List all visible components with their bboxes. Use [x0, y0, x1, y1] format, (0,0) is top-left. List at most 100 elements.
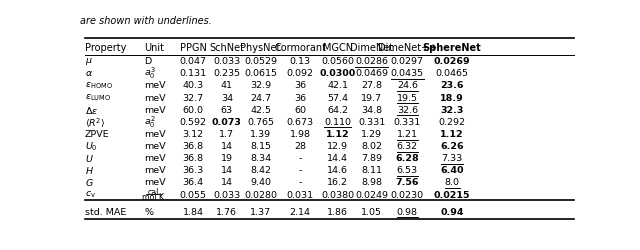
- Text: 0.033: 0.033: [213, 57, 241, 66]
- Text: $a_0^3$: $a_0^3$: [145, 66, 156, 81]
- Text: 0.131: 0.131: [180, 69, 207, 78]
- Text: 1.39: 1.39: [250, 130, 271, 138]
- Text: Property: Property: [85, 42, 126, 52]
- Text: 0.292: 0.292: [438, 117, 465, 126]
- Text: 32.6: 32.6: [397, 105, 418, 114]
- Text: Cormorant: Cormorant: [274, 42, 326, 52]
- Text: 19.5: 19.5: [397, 93, 418, 102]
- Text: 8.11: 8.11: [361, 166, 382, 175]
- Text: 42.5: 42.5: [250, 105, 271, 114]
- Text: 0.0465: 0.0465: [435, 69, 468, 78]
- Text: 32.3: 32.3: [440, 105, 464, 114]
- Text: 0.331: 0.331: [394, 117, 421, 126]
- Text: 60: 60: [294, 105, 306, 114]
- Text: 19: 19: [221, 154, 233, 162]
- Text: SphereNet: SphereNet: [422, 42, 481, 52]
- Text: 57.4: 57.4: [328, 93, 348, 102]
- Text: 0.055: 0.055: [180, 190, 207, 199]
- Text: -: -: [298, 178, 302, 187]
- Text: 64.2: 64.2: [328, 105, 348, 114]
- Text: 36.4: 36.4: [182, 178, 204, 187]
- Text: meV: meV: [145, 154, 166, 162]
- Text: 1.37: 1.37: [250, 207, 271, 216]
- Text: mol K: mol K: [143, 192, 164, 201]
- Text: meV: meV: [145, 142, 166, 150]
- Text: 0.0215: 0.0215: [434, 190, 470, 199]
- Text: 6.32: 6.32: [397, 142, 418, 150]
- Text: 34: 34: [221, 93, 233, 102]
- Text: 1.76: 1.76: [216, 207, 237, 216]
- Text: 1.86: 1.86: [328, 207, 348, 216]
- Text: 0.0269: 0.0269: [434, 57, 470, 66]
- Text: 36.3: 36.3: [182, 166, 204, 175]
- Text: 1.98: 1.98: [290, 130, 311, 138]
- Text: 0.0297: 0.0297: [391, 57, 424, 66]
- Text: 32.7: 32.7: [182, 93, 204, 102]
- Text: $U$: $U$: [85, 152, 93, 164]
- Text: 0.673: 0.673: [287, 117, 314, 126]
- Text: 0.0249: 0.0249: [355, 190, 388, 199]
- Text: 0.0280: 0.0280: [244, 190, 277, 199]
- Text: 0.092: 0.092: [287, 69, 314, 78]
- Text: 42.1: 42.1: [328, 81, 348, 90]
- Text: 0.765: 0.765: [247, 117, 274, 126]
- Text: 1.7: 1.7: [220, 130, 234, 138]
- Text: 8.98: 8.98: [361, 178, 382, 187]
- Text: cal: cal: [148, 188, 159, 196]
- Text: $\mu$: $\mu$: [85, 56, 93, 67]
- Text: 36.8: 36.8: [182, 154, 204, 162]
- Text: 24.6: 24.6: [397, 81, 418, 90]
- Text: SchNet: SchNet: [209, 42, 244, 52]
- Text: 6.28: 6.28: [396, 154, 419, 162]
- Text: 1.12: 1.12: [440, 130, 464, 138]
- Text: 6.40: 6.40: [440, 166, 464, 175]
- Text: 0.0435: 0.0435: [391, 69, 424, 78]
- Text: 41: 41: [221, 81, 233, 90]
- Text: $\langle R^2\rangle$: $\langle R^2\rangle$: [85, 116, 106, 128]
- Text: 14.6: 14.6: [328, 166, 348, 175]
- Text: 0.98: 0.98: [397, 207, 418, 216]
- Text: 8.15: 8.15: [250, 142, 271, 150]
- Text: $\Delta\epsilon$: $\Delta\epsilon$: [85, 104, 99, 115]
- Text: $U_0$: $U_0$: [85, 140, 98, 152]
- Text: 0.073: 0.073: [212, 117, 242, 126]
- Text: -: -: [298, 166, 302, 175]
- Text: DimeNet: DimeNet: [350, 42, 393, 52]
- Text: 8.34: 8.34: [250, 154, 271, 162]
- Text: 60.0: 60.0: [182, 105, 204, 114]
- Text: 0.592: 0.592: [180, 117, 207, 126]
- Text: 28: 28: [294, 142, 306, 150]
- Text: 14.4: 14.4: [328, 154, 348, 162]
- Text: meV: meV: [145, 81, 166, 90]
- Text: 7.56: 7.56: [396, 178, 419, 187]
- Text: meV: meV: [145, 166, 166, 175]
- Text: 27.8: 27.8: [361, 81, 382, 90]
- Text: meV: meV: [145, 130, 166, 138]
- Text: $\alpha$: $\alpha$: [85, 69, 93, 78]
- Text: 0.331: 0.331: [358, 117, 385, 126]
- Text: 0.94: 0.94: [440, 207, 464, 216]
- Text: 0.110: 0.110: [324, 117, 351, 126]
- Text: 63: 63: [221, 105, 233, 114]
- Text: -: -: [298, 154, 302, 162]
- Text: 0.13: 0.13: [290, 57, 311, 66]
- Text: DimeNet++: DimeNet++: [378, 42, 437, 52]
- Text: 2.14: 2.14: [290, 207, 311, 216]
- Text: 14: 14: [221, 178, 233, 187]
- Text: 6.26: 6.26: [440, 142, 464, 150]
- Text: meV: meV: [145, 93, 166, 102]
- Text: 7.89: 7.89: [361, 154, 382, 162]
- Text: 8.0: 8.0: [445, 178, 460, 187]
- Text: $H$: $H$: [85, 165, 94, 176]
- Text: 0.047: 0.047: [180, 57, 207, 66]
- Text: D: D: [145, 57, 152, 66]
- Text: 6.53: 6.53: [397, 166, 418, 175]
- Text: $\epsilon_{\rm LUMO}$: $\epsilon_{\rm LUMO}$: [85, 92, 111, 103]
- Text: 7.33: 7.33: [442, 154, 463, 162]
- Text: 1.05: 1.05: [361, 207, 382, 216]
- Text: 12.9: 12.9: [328, 142, 348, 150]
- Text: 0.0286: 0.0286: [355, 57, 388, 66]
- Text: 3.12: 3.12: [182, 130, 204, 138]
- Text: meV: meV: [145, 178, 166, 187]
- Text: 1.29: 1.29: [361, 130, 382, 138]
